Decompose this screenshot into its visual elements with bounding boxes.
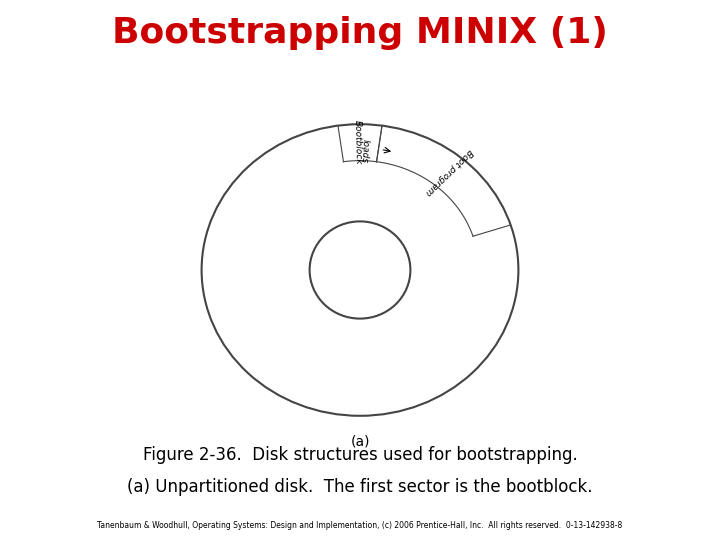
Text: Tanenbaum & Woodhull, Operating Systems: Design and Implementation, (c) 2006 Pre: Tanenbaum & Woodhull, Operating Systems:… [97,521,623,530]
Text: (a) Unpartitioned disk.  The first sector is the bootblock.: (a) Unpartitioned disk. The first sector… [127,478,593,496]
Text: Bootstrapping MINIX (1): Bootstrapping MINIX (1) [112,16,608,50]
Ellipse shape [202,124,518,416]
Text: Figure 2-36.  Disk structures used for bootstrapping.: Figure 2-36. Disk structures used for bo… [143,446,577,463]
Text: loads: loads [359,138,369,163]
Text: Bootblock: Bootblock [353,120,363,165]
Text: (a): (a) [350,435,370,449]
Text: Boot program: Boot program [423,147,474,197]
Ellipse shape [310,221,410,319]
